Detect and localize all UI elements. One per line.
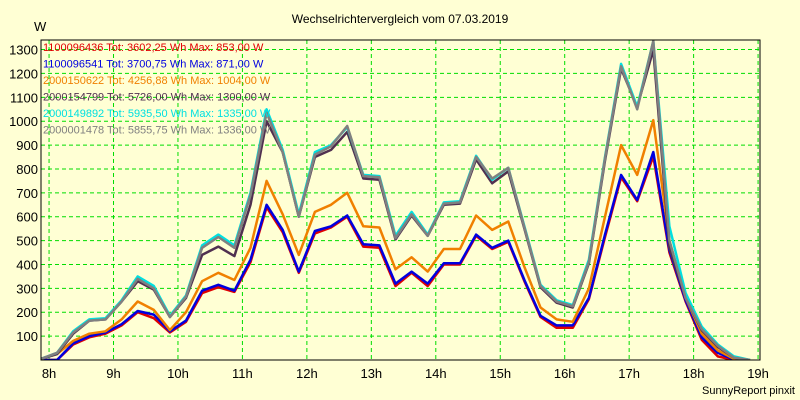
x-tick-label: 15h [489, 366, 511, 381]
series-line-1100096436 [41, 155, 750, 360]
x-tick-label: 11h [232, 366, 253, 381]
legend-entry-2000149892: 2000149892 Tot: 5935,50 Wh Max: 1335,00 … [43, 108, 271, 120]
y-tick-label: 500 [16, 234, 38, 249]
y-axis-label: W [34, 19, 47, 34]
y-tick-label: 900 [16, 138, 38, 153]
y-tick-label: 800 [16, 162, 38, 177]
x-tick-label: 16h [554, 366, 576, 381]
footer-credit: SunnyReport pinxit [702, 385, 795, 397]
plot-frame [40, 39, 761, 361]
x-tick-label: 14h [425, 366, 447, 381]
y-tick-label: 100 [16, 329, 38, 344]
x-tick-label: 10h [167, 366, 189, 381]
series-lines [41, 39, 751, 360]
chart-title: Wechselrichtervergleich vom 07.03.2019 [292, 12, 509, 26]
legend-entry-2000154799: 2000154799 Tot: 5726,00 Wh Max: 1300,00 … [43, 92, 271, 104]
legend: 1100096436 Tot: 3602,25 Wh Max: 853,00 W… [43, 42, 271, 137]
legend-entry-2000001478: 2000001478 Tot: 5855,75 Wh Max: 1336,00 … [43, 125, 271, 137]
y-tick-label: 1000 [9, 114, 38, 129]
y-tick-label: 600 [16, 210, 38, 225]
x-tick-label: 18h [683, 366, 705, 381]
y-tick-label: 1300 [9, 43, 38, 58]
x-tick-label: 8h [42, 366, 56, 381]
x-tick-label: 12h [296, 366, 318, 381]
y-tick-label: 400 [16, 257, 38, 272]
y-tick-label: 200 [16, 305, 38, 320]
x-axis-ticks: 8h 9h 10h 11h 12h 13h 14h 15h 16h 17h 18h 19h [42, 366, 769, 381]
legend-entry-1100096436: 1100096436 Tot: 3602,25 Wh Max: 853,00 W [43, 42, 264, 54]
series-line-1100096541 [41, 150, 751, 360]
y-tick-label: 1200 [9, 66, 38, 81]
series-line-2000001478 [41, 39, 751, 360]
grid [41, 40, 760, 360]
y-tick-label: 1100 [10, 90, 38, 105]
x-tick-label: 13h [360, 366, 382, 381]
x-tick-label: 9h [106, 366, 120, 381]
legend-entry-1100096541: 1100096541 Tot: 3700,75 Wh Max: 871,00 W [43, 59, 264, 71]
y-tick-label: 300 [16, 281, 38, 296]
y-axis-ticks: 100 200 300 400 500 600 700 800 900 1000 1100 1200 1… [9, 43, 38, 345]
x-tick-label: 17h [618, 366, 640, 381]
x-tick-label: 19h [747, 366, 769, 381]
y-tick-label: 700 [16, 186, 38, 201]
legend-entry-2000150622: 2000150622 Tot: 4256,88 Wh Max: 1004,00 … [43, 75, 271, 87]
series-line-2000150622 [41, 118, 751, 360]
